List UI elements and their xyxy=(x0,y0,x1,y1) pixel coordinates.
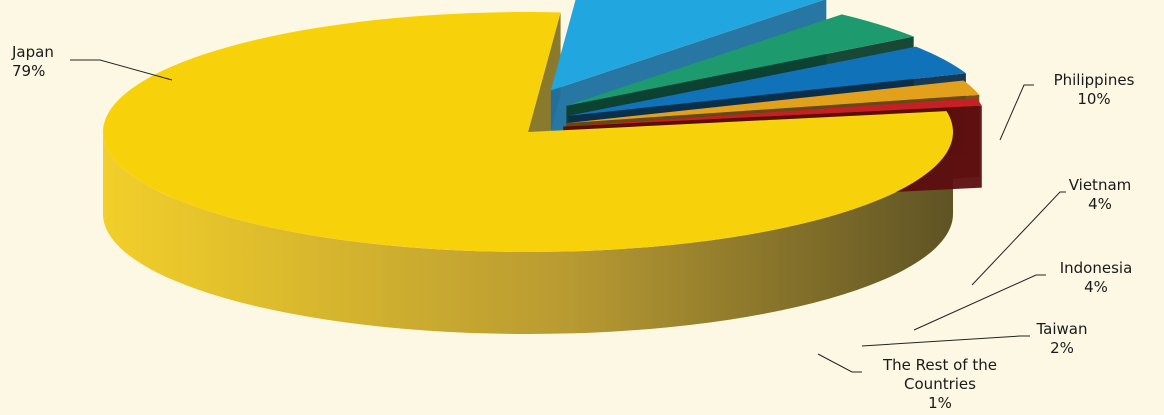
slice-tops xyxy=(102,0,982,252)
data-labels: Japan 79% Philippines 10% Vietnam 4% Indonesia… xyxy=(11,43,1135,412)
slice-taiwan xyxy=(566,80,980,124)
data-label-indonesia: Indonesia 4% xyxy=(1060,259,1133,296)
slice-philippines xyxy=(550,0,824,91)
slice-indonesia xyxy=(568,46,966,116)
data-label-the-rest-of-the-countries: The Rest of the Countries 1% xyxy=(882,356,997,412)
leader-line-philippines xyxy=(999,84,1034,141)
slice-japan xyxy=(102,11,953,252)
data-label-vietnam: Vietnam 4% xyxy=(1069,176,1132,213)
data-label-philippines: Philippines 10% xyxy=(1054,71,1135,108)
slice-side-japan xyxy=(103,132,953,334)
leader-line-taiwan xyxy=(861,335,1030,347)
slice-vietnam xyxy=(566,14,914,106)
data-label-taiwan: Taiwan 2% xyxy=(1035,320,1087,357)
leader-line-the-rest-of-the-countries xyxy=(817,353,862,373)
leader-line-indonesia xyxy=(913,274,1046,331)
data-label-japan: Japan 79% xyxy=(11,43,54,80)
leader-line-japan xyxy=(70,59,173,81)
leader-lines xyxy=(70,59,1066,373)
slice-the-rest-of-the-countries xyxy=(563,98,982,127)
leader-line-vietnam xyxy=(971,191,1066,286)
